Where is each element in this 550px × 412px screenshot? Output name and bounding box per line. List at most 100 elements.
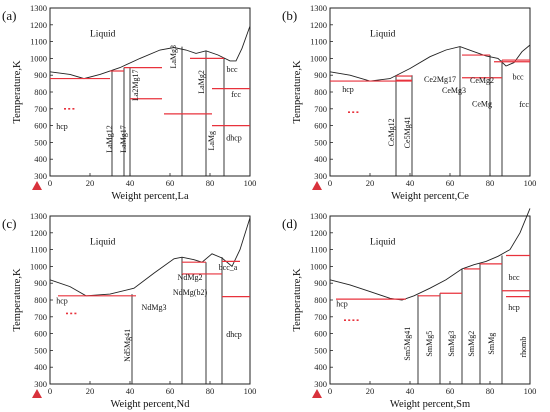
phase-label: La2Mg17 (131, 69, 140, 101)
phase-label: hcp (336, 300, 348, 309)
phase-label: Nd5Mg41 (123, 329, 132, 362)
y-tick-label: 1200 (310, 20, 327, 30)
liquid-label: Liquid (90, 30, 116, 40)
logo-icon (312, 389, 322, 398)
y-tick-label: 500 (34, 137, 47, 147)
y-tick-label: 600 (314, 121, 327, 131)
phase-label: fcc (231, 90, 241, 99)
y-tick-label: 1200 (30, 228, 47, 238)
y-tick-label: 900 (34, 278, 47, 288)
x-tick-label: 100 (244, 178, 257, 188)
y-tick-label: 1100 (310, 37, 327, 47)
y-axis-title: Temperature,K (12, 60, 23, 124)
liquid-label: Liquid (90, 238, 116, 248)
y-tick-label: 1100 (30, 245, 47, 255)
x-tick-label: 0 (48, 178, 52, 188)
liquidus-curve (329, 208, 531, 301)
x-tick-label: 40 (406, 386, 415, 396)
liquidus-curve (49, 217, 251, 297)
phase-label: Ce2Mg17 (424, 75, 456, 84)
x-tick-label: 100 (524, 386, 537, 396)
x-tick-label: 0 (328, 178, 332, 188)
x-tick-label: 0 (48, 386, 52, 396)
y-tick-label: 1100 (30, 37, 47, 47)
y-tick-label: 500 (314, 137, 327, 147)
y-tick-label: 500 (34, 345, 47, 355)
logo-icon (312, 181, 322, 190)
liquid-label: Liquid (370, 30, 396, 40)
y-tick-label: 600 (34, 121, 47, 131)
x-axis-title: Weight percent,Ce (391, 191, 469, 202)
x-tick-label: 100 (244, 386, 257, 396)
phase-label: hcp (508, 303, 520, 312)
panel-c: 300 400 500 600 700 800 900 1000 1100 1200 1300 0 20… (2, 211, 256, 410)
x-tick-label: 20 (86, 386, 95, 396)
y-tick-label: 400 (34, 362, 47, 372)
y-axis-title: Temperature,K (12, 268, 23, 332)
phase-label: SmMg (487, 333, 496, 355)
phase-label: SmMg3 (447, 331, 456, 357)
phase-label: fcc (519, 100, 529, 109)
phase-label: NdMg3 (142, 303, 167, 312)
x-tick-label: 0 (328, 386, 332, 396)
phase-label: bcc_a (219, 263, 238, 272)
liquidus-curve (49, 25, 251, 80)
x-tick-label: 60 (446, 386, 455, 396)
phase-label: Ce5Mg41 (403, 116, 412, 148)
panel-a: 300 400 500 600 700 800 900 1000 1100 1200 1300 0 20… (2, 3, 256, 202)
y-tick-label: 800 (34, 295, 47, 305)
liquidus-curve (329, 44, 531, 82)
y-tick-label: 300 (314, 171, 327, 181)
x-tick-label: 60 (166, 178, 175, 188)
liquid-label: Liquid (370, 238, 396, 248)
phase-label: LaMg12 (105, 125, 114, 153)
y-tick-label: 1000 (310, 53, 327, 63)
y-tick-label: 1000 (310, 261, 327, 271)
plot-frame (329, 7, 531, 177)
y-tick-label: 300 (314, 379, 327, 389)
phase-label: hcp (56, 122, 68, 131)
phase-label: LaMg2 (197, 70, 206, 94)
x-tick-label: 60 (166, 386, 175, 396)
phase-label: NdMg(b2) (173, 288, 208, 297)
y-tick-label: 900 (314, 70, 327, 80)
y-tick-label: 700 (314, 104, 327, 114)
y-tick-label: 1300 (30, 211, 47, 221)
panel-b: 300 400 500 600 700 800 900 1000 1100 1200 1300 0 20… (282, 3, 536, 202)
x-tick-label: 80 (486, 386, 495, 396)
y-tick-label: 700 (34, 312, 47, 322)
phase-label: CeMg2 (470, 76, 494, 85)
phase-label: dhcp (226, 134, 242, 143)
phase-label: LaMg3 (169, 45, 178, 69)
phase-label: Sm5Mg41 (403, 327, 412, 361)
x-axis-title: Weight percent,Nd (110, 399, 190, 410)
logo-icon (32, 181, 42, 190)
panel-letter: (a) (2, 8, 16, 23)
phase-label: dhcp (226, 330, 242, 339)
phase-label: NdMg2 (178, 273, 203, 282)
plot-frame (329, 215, 531, 385)
phase-label: CeMg (472, 99, 492, 108)
panel-letter: (c) (2, 216, 16, 231)
y-tick-label: 400 (34, 154, 47, 164)
x-tick-label: 80 (206, 386, 215, 396)
y-tick-label: 1000 (30, 53, 47, 63)
y-tick-label: 300 (34, 379, 47, 389)
phase-label: LaMg (207, 131, 216, 151)
panel-letter: (b) (282, 8, 297, 23)
y-tick-label: 600 (34, 329, 47, 339)
logo-icon (32, 389, 42, 398)
y-tick-label: 1300 (310, 3, 327, 13)
phase-label: hcp (342, 85, 354, 94)
y-tick-label: 800 (34, 87, 47, 97)
x-tick-label: 20 (86, 178, 95, 188)
x-tick-label: 20 (366, 386, 375, 396)
y-tick-label: 900 (34, 70, 47, 80)
phase-label: bcc (226, 65, 238, 74)
y-axis-title: Temperature,K (292, 268, 303, 332)
x-tick-label: 40 (126, 178, 135, 188)
y-tick-label: 800 (314, 295, 327, 305)
phase-label: SmMg2 (467, 331, 476, 357)
phase-label: CeMg12 (387, 118, 396, 146)
